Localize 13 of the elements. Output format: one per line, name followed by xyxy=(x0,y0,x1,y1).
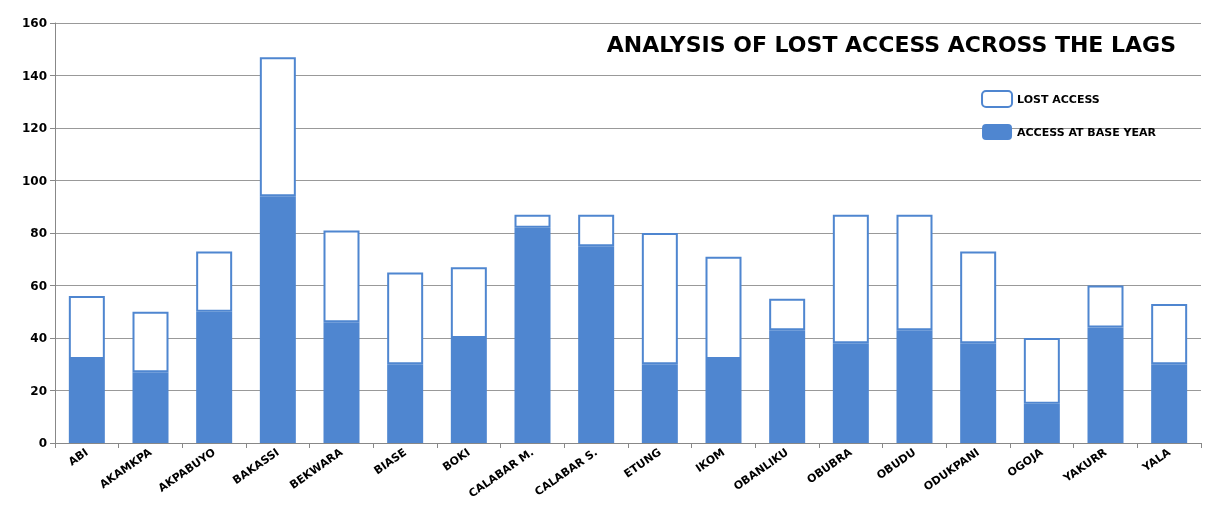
x-tick-label: ABI xyxy=(65,445,91,469)
y-tick-label: 40 xyxy=(30,331,47,345)
y-tick-label: 60 xyxy=(30,278,47,293)
y-tick-label: 120 xyxy=(21,121,47,135)
y-tick-label: 100 xyxy=(21,173,47,188)
y-tick-label: 140 xyxy=(21,68,47,83)
legend-label: ACCESS AT BASE YEAR xyxy=(1017,125,1157,139)
y-tick-label: 160 xyxy=(21,16,47,30)
chart-title: ANALYSIS OF LOST ACCESS ACROSS THE LAGS xyxy=(606,31,1176,57)
y-tick-label: 0 xyxy=(38,436,47,450)
y-tick-label: 20 xyxy=(30,383,47,398)
legend-label: LOST ACCESS xyxy=(1017,92,1100,106)
y-tick-label: 80 xyxy=(30,226,47,240)
